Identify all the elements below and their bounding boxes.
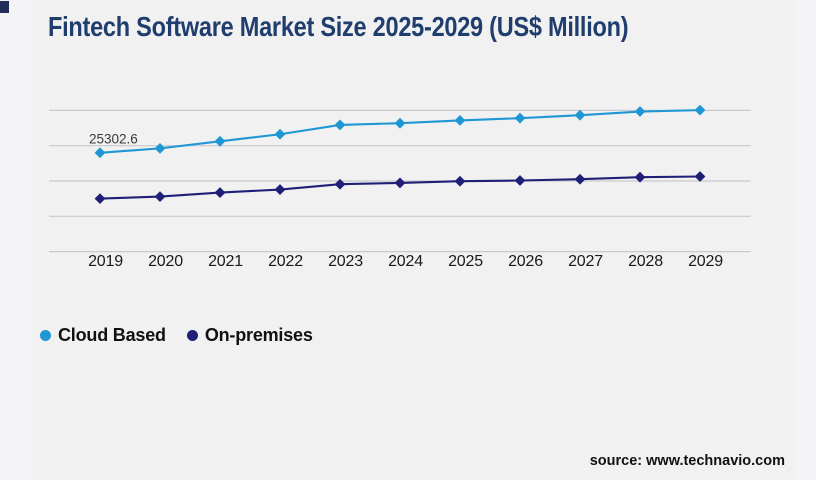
data-point-marker-cloud-based: [514, 112, 526, 124]
data-point-marker-cloud-based: [454, 114, 466, 126]
x-axis-label-2026: 2026: [508, 253, 543, 270]
legend: Cloud Based On-premises: [40, 325, 313, 346]
data-point-marker-on-premises: [334, 178, 346, 190]
data-point-marker-cloud-based: [634, 106, 646, 117]
series-line-cloud-based: [99, 109, 701, 154]
legend-item-on-premises: On-premises: [186, 325, 313, 346]
data-point-marker-cloud-based: [694, 104, 706, 116]
cloud-based-dot-icon: [40, 330, 51, 341]
source-attribution: source: www.technavio.com: [589, 453, 785, 469]
x-axis-label-2024: 2024: [388, 253, 423, 270]
data-point-marker-on-premises: [214, 187, 226, 198]
legend-label-cloud-based: Cloud Based: [58, 325, 166, 345]
data-point-marker-on-premises: [694, 171, 706, 182]
data-point-marker-on-premises: [274, 184, 286, 195]
legend-label-on-premises: On-premises: [204, 325, 313, 345]
x-axis-label-2022: 2022: [268, 253, 303, 270]
data-point-marker-cloud-based: [154, 142, 166, 154]
data-point-marker-cloud-based: [214, 135, 226, 147]
data-point-marker-cloud-based: [94, 147, 106, 159]
x-axis-label-2027: 2027: [568, 253, 603, 270]
x-axis-label-2029: 2029: [688, 253, 723, 270]
data-point-marker-on-premises: [454, 175, 466, 187]
chart-card-background: [31, 0, 796, 480]
x-axis-label-2021: 2021: [208, 253, 243, 270]
x-axis-label-2019: 2019: [88, 253, 123, 270]
data-point-marker-cloud-based: [334, 119, 346, 131]
on-premises-dot-icon: [186, 330, 198, 341]
x-axis-label-2020: 2020: [148, 253, 183, 270]
data-point-marker-cloud-based: [274, 128, 286, 140]
line-chart: 25302.6: [49, 104, 751, 253]
data-point-label: 25302.6: [89, 131, 138, 146]
x-axis-label-2023: 2023: [328, 253, 363, 270]
data-point-marker-on-premises: [154, 191, 166, 203]
data-point-marker-on-premises: [394, 177, 406, 189]
data-point-marker-on-premises: [634, 171, 646, 183]
legend-item-cloud-based: Cloud Based: [40, 325, 166, 346]
chart-title: Fintech Software Market Size 2025-2029 (…: [48, 11, 629, 42]
x-axis: 2019 2020 2021 2022 2023 2024 2025 2026 2027 2028…: [0, 253, 816, 273]
x-axis-label-2028: 2028: [628, 253, 663, 270]
data-point-marker-on-premises: [574, 173, 586, 185]
x-axis-label-2025: 2025: [448, 253, 483, 270]
data-point-marker-cloud-based: [574, 109, 586, 121]
corner-artifact: [0, 1, 9, 13]
data-point-marker-cloud-based: [394, 117, 406, 129]
data-point-marker-on-premises: [94, 193, 106, 204]
data-point-marker-on-premises: [514, 175, 526, 186]
